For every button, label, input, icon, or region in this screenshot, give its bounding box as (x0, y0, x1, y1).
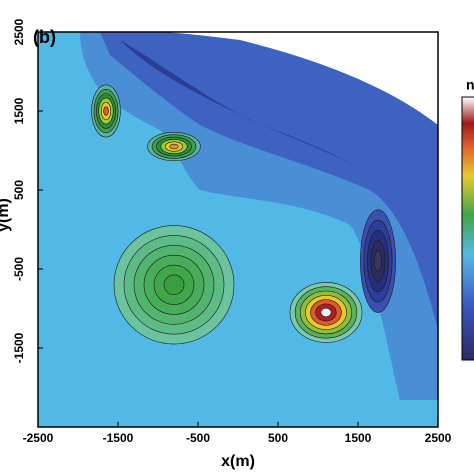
x-tick-label: -500 (186, 431, 210, 445)
plot-area (38, 32, 438, 427)
y-axis-label: y(m) (0, 198, 12, 232)
y-tick-label: 2500 (12, 18, 26, 45)
x-tick-label: -2500 (23, 431, 54, 445)
panel-label: (b) (33, 27, 56, 47)
contour-level (163, 274, 185, 295)
y-tick-label: 500 (12, 180, 26, 200)
low-region (100, 32, 438, 330)
contour-level (169, 143, 179, 150)
x-tick-label: -1500 (103, 431, 134, 445)
x-axis-label: x(m) (221, 453, 255, 470)
contour-level (320, 307, 332, 318)
contour-level (103, 106, 109, 116)
plot-frame (37, 31, 439, 428)
blank-region (160, 32, 438, 125)
y-tick-label: 1500 (12, 97, 26, 124)
x-tick-label: 1500 (345, 431, 372, 445)
y-tick-label: -500 (12, 257, 26, 281)
colorbar-label: n (466, 77, 474, 93)
x-tick-label: 2500 (425, 431, 452, 445)
contour-level (374, 250, 382, 272)
colorbar (461, 96, 474, 361)
x-tick-label: 500 (268, 431, 288, 445)
y-tick-label: -1500 (12, 332, 26, 363)
